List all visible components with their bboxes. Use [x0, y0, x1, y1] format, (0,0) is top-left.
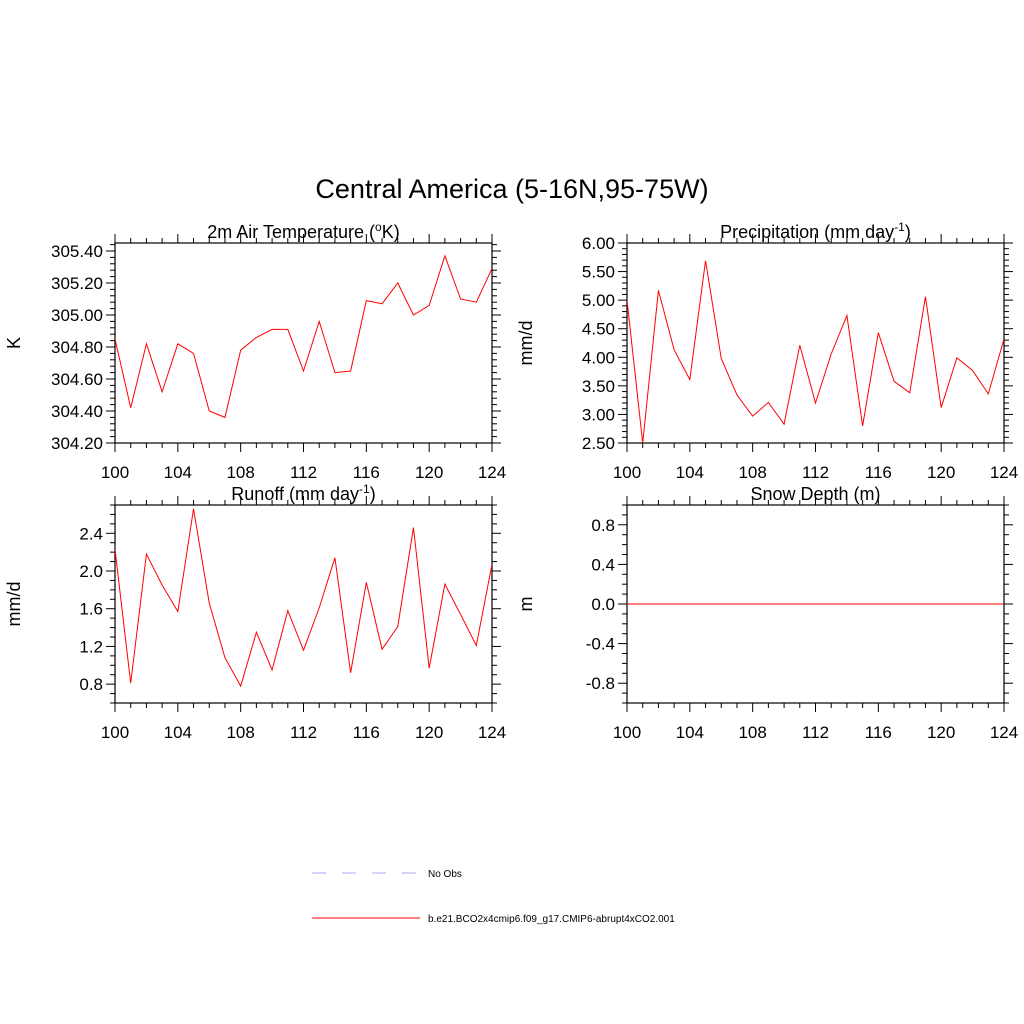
precipitation-ytick-label: 6.00 [582, 234, 615, 253]
precipitation-xtick-label: 116 [865, 463, 892, 482]
runoff-ytick-label: 2.0 [79, 562, 103, 581]
panel-air-temperature: 2m Air Temperature (oK) K 100 104 108 112 116 1… [4, 220, 506, 482]
snow-depth-title: Snow Depth (m) [750, 484, 880, 504]
panel-snow-depth: Snow Depth (m) m 100 104 108 112 116 120 124 -0.8… [516, 484, 1018, 742]
precipitation-xtick-label: 104 [676, 463, 704, 482]
precipitation-title: Precipitation (mm day-1) [720, 220, 911, 242]
air-temperature-ytick-label: 304.60 [51, 370, 103, 389]
snow-depth-ytick-label: -0.4 [586, 635, 615, 654]
air-temperature-xtick-label: 116 [353, 463, 380, 482]
runoff-ytick-label: 0.8 [79, 675, 103, 694]
runoff-series-line [115, 508, 492, 688]
precipitation-series-line [627, 260, 1004, 443]
air-temperature-xtick-label: 124 [478, 463, 506, 482]
air-temperature-title: 2m Air Temperature (oK) [207, 220, 399, 242]
runoff-ylabel: mm/d [4, 582, 24, 627]
air-temperature-ytick-label: 305.20 [51, 274, 103, 293]
snow-depth-xtick-label: 124 [990, 723, 1018, 742]
air-temperature-xtick-label: 120 [415, 463, 443, 482]
snow-depth-ytick-label: 0.8 [591, 516, 615, 535]
air-temperature-series-line [115, 254, 492, 419]
runoff-xtick-label: 108 [226, 723, 254, 742]
precipitation-ytick-label: 5.50 [582, 263, 615, 282]
precipitation-xtick-label: 108 [738, 463, 766, 482]
runoff-xtick-label: 100 [101, 723, 129, 742]
runoff-ytick-label: 1.6 [79, 600, 103, 619]
figure-title: Central America (5-16N,95-75W) [315, 174, 708, 204]
snow-depth-ytick-label: 0.4 [591, 555, 615, 574]
air-temperature-xtick-label: 108 [226, 463, 254, 482]
snow-depth-xtick-label: 108 [738, 723, 766, 742]
snow-depth-xtick-label: 104 [676, 723, 704, 742]
air-temperature-ytick-label: 305.00 [51, 306, 103, 325]
legend-label-no-obs: No Obs [428, 869, 462, 880]
air-temperature-xtick-label: 112 [290, 463, 317, 482]
panel-runoff: Runoff (mm day-1) mm/d 100 104 108 112 116 120 1… [4, 482, 506, 742]
runoff-title: Runoff (mm day-1) [231, 482, 375, 504]
snow-depth-ytick-label: -0.8 [586, 674, 615, 693]
legend: No Obs b.e21.BCO2x4cmip6.f09_g17.CMIP6-a… [312, 869, 675, 925]
precipitation-ylabel: mm/d [516, 321, 536, 366]
air-temperature-ytick-label: 304.80 [51, 338, 103, 357]
snow-depth-ytick-label: 0.0 [591, 595, 615, 614]
precipitation-ytick-label: 4.50 [582, 320, 615, 339]
precipitation-ytick-label: 3.00 [582, 405, 615, 424]
air-temperature-plot-frame [114, 242, 493, 444]
panel-precipitation: Precipitation (mm day-1) mm/d 100 104 108 112… [516, 220, 1018, 482]
precipitation-ytick-label: 3.50 [582, 377, 615, 396]
snow-depth-xtick-label: 120 [927, 723, 955, 742]
precipitation-ytick-label: 4.00 [582, 348, 615, 367]
runoff-xtick-label: 124 [478, 723, 506, 742]
runoff-ytick-label: 1.2 [79, 637, 103, 656]
runoff-xtick-label: 120 [415, 723, 443, 742]
air-temperature-ytick-label: 304.20 [51, 434, 103, 453]
legend-label-model: b.e21.BCO2x4cmip6.f09_g17.CMIP6-abrupt4x… [428, 914, 675, 925]
snow-depth-xtick-label: 100 [613, 723, 641, 742]
air-temperature-xtick-label: 100 [101, 463, 129, 482]
runoff-plot-frame [114, 504, 493, 704]
precipitation-xtick-label: 124 [990, 463, 1018, 482]
air-temperature-ytick-label: 305.40 [51, 242, 103, 261]
air-temperature-xtick-label: 104 [164, 463, 192, 482]
runoff-xtick-label: 104 [164, 723, 192, 742]
runoff-xtick-label: 112 [290, 723, 317, 742]
precipitation-xtick-label: 100 [613, 463, 641, 482]
precipitation-ytick-label: 2.50 [582, 434, 615, 453]
precipitation-xtick-label: 112 [802, 463, 829, 482]
precipitation-xtick-label: 120 [927, 463, 955, 482]
snow-depth-xtick-label: 112 [802, 723, 829, 742]
air-temperature-ylabel: K [4, 337, 24, 349]
snow-depth-ylabel: m [516, 597, 536, 612]
precipitation-plot-frame [626, 242, 1005, 444]
runoff-ytick-label: 2.4 [79, 524, 103, 543]
air-temperature-ytick-label: 304.40 [51, 402, 103, 421]
snow-depth-xtick-label: 116 [865, 723, 892, 742]
precipitation-ytick-label: 5.00 [582, 291, 615, 310]
runoff-xtick-label: 116 [353, 723, 380, 742]
